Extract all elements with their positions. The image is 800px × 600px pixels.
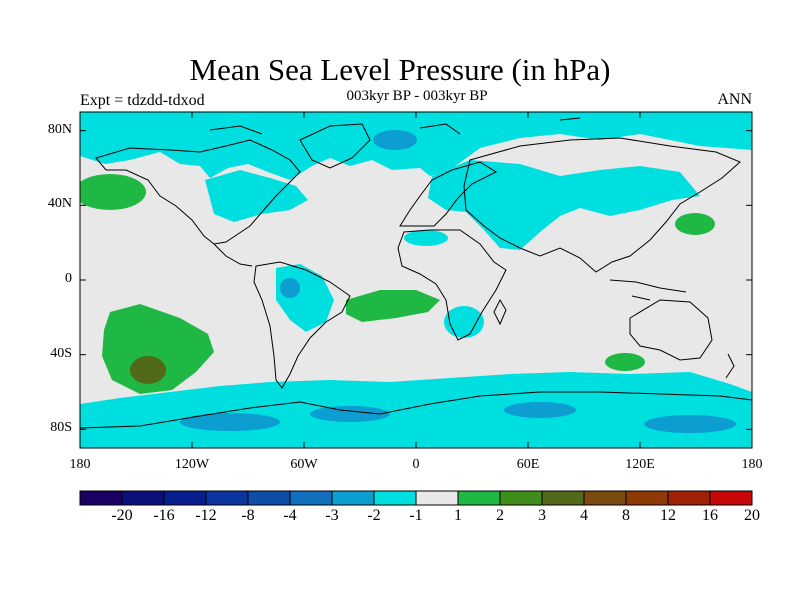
colorbar-label: 4 — [580, 507, 588, 524]
coast-asia — [463, 137, 741, 273]
colorbar-label: -16 — [153, 507, 175, 524]
coast-madagascar — [493, 298, 507, 326]
colorbar-label: -1 — [409, 507, 423, 524]
colorbar-swatch — [499, 490, 543, 506]
y-tick-label: 0 — [65, 271, 72, 286]
y-tick-label: 40S — [50, 345, 72, 361]
period-label: 003kyr BP - 003kyr BP — [346, 88, 488, 104]
west-pacific-positive-region — [675, 213, 715, 235]
south-america-strong-negative — [280, 278, 300, 298]
y-tick-label: 80N — [47, 121, 72, 137]
coast-north-america — [95, 139, 301, 245]
x-tick-label: 60W — [290, 457, 318, 472]
colorbar-swatch — [163, 490, 207, 506]
colorbar-swatch — [625, 490, 669, 506]
y-tick-label: 80S — [50, 420, 72, 436]
south-pacific-positive-region — [102, 304, 214, 394]
season-label: ANN — [717, 91, 752, 108]
coast-indonesia — [609, 279, 687, 301]
southern-ocean-strong-negative-3 — [504, 402, 576, 418]
coast-antarctica — [80, 391, 752, 429]
southern-ocean-strong-negative-2 — [310, 406, 390, 422]
colorbar-label: 16 — [702, 507, 718, 524]
colorbar-label: 12 — [660, 507, 676, 524]
colorbar-swatch — [331, 490, 375, 506]
colorbar-swatch — [121, 490, 165, 506]
colorbar-swatch — [583, 490, 627, 506]
colorbar-swatch — [373, 490, 417, 506]
x-tick-label: 60E — [516, 457, 540, 472]
axis-ticks — [79, 112, 753, 448]
x-tick-label: 180 — [69, 457, 91, 472]
colorbar-label: 2 — [496, 507, 504, 524]
coastlines — [80, 117, 752, 429]
colorbar-swatch — [541, 490, 585, 506]
y-tick-label: 40N — [47, 196, 72, 212]
colorbar-label: -20 — [111, 507, 133, 524]
colorbar-swatch — [289, 490, 333, 506]
colorbar-swatch — [415, 490, 459, 506]
colorbar-swatch — [205, 490, 249, 506]
map-field — [80, 112, 752, 448]
north-pacific-positive-region — [80, 174, 146, 210]
southern-africa-negative-region — [444, 306, 484, 338]
colorbar-label: -4 — [283, 507, 297, 524]
colorbar-swatch — [709, 490, 753, 506]
experiment-label: Expt = tdzdd-tdxod — [80, 92, 205, 109]
eurasia-negative-region — [428, 160, 700, 250]
colorbar-label: 20 — [744, 507, 760, 524]
south-pacific-strong-positive — [130, 356, 166, 384]
coast-arctic-islands — [209, 117, 581, 135]
colorbar-label: -12 — [195, 507, 217, 524]
coast-europe — [399, 161, 498, 227]
coast-greenland — [299, 123, 371, 169]
ne-atlantic-negative-blob — [404, 230, 448, 246]
coast-new-zealand — [725, 353, 735, 379]
south-atlantic-positive-region — [346, 290, 440, 322]
colorbar-label: -3 — [325, 507, 339, 524]
coast-south-america — [253, 261, 351, 389]
colorbar-label: 3 — [538, 507, 546, 524]
north-atlantic-negative-region — [205, 170, 308, 222]
map-title: Mean Sea Level Pressure (in hPa) — [189, 52, 611, 87]
x-tick-label: 180 — [741, 457, 763, 472]
x-tick-label: 120E — [625, 457, 655, 472]
colorbar-label: -2 — [367, 507, 381, 524]
colorbar-swatch — [247, 490, 291, 506]
colorbar — [79, 490, 753, 506]
colorbar-swatch — [457, 490, 501, 506]
colorbar-swatch — [667, 490, 711, 506]
arctic-strong-negative — [373, 130, 417, 150]
x-tick-label: 120W — [174, 457, 210, 472]
coast-australia — [629, 299, 713, 361]
colorbar-label: 8 — [622, 507, 630, 524]
southern-ocean-strong-negative-4 — [644, 415, 736, 433]
coast-central-america — [213, 243, 253, 267]
southern-ocean-strong-negative-1 — [180, 413, 280, 431]
colorbar-label: 1 — [454, 507, 462, 524]
colorbar-label: -8 — [241, 507, 255, 524]
colorbar-swatch — [79, 490, 123, 506]
coast-africa — [397, 229, 507, 341]
south-indian-positive-region — [605, 353, 645, 371]
x-tick-label: 0 — [412, 457, 420, 472]
